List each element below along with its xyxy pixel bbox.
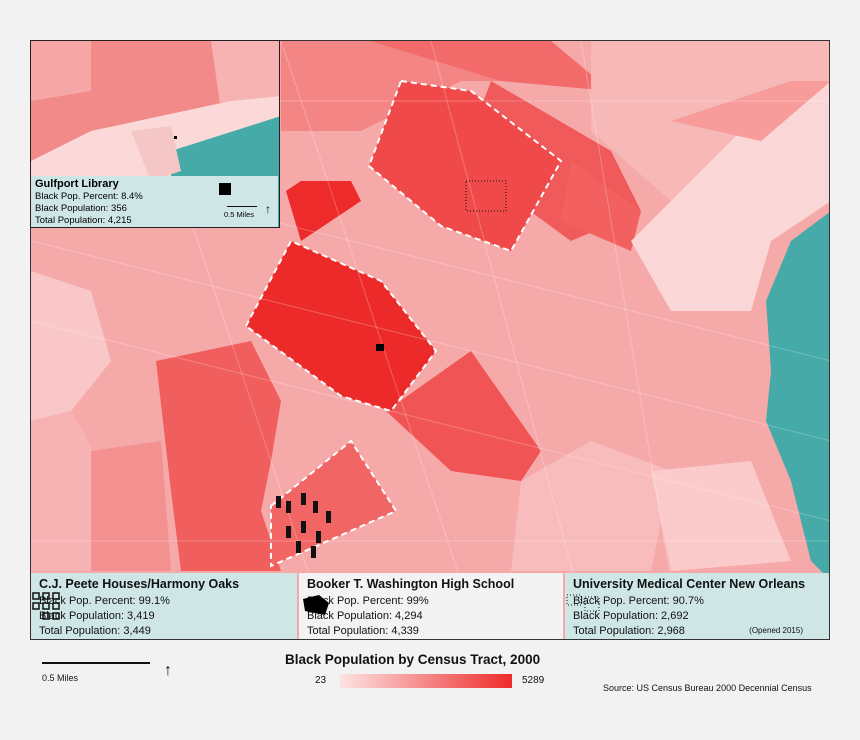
legend-color-ramp — [340, 674, 512, 688]
source-note: Source: US Census Bureau 2000 Decennial … — [603, 683, 812, 693]
inset-total-population: Total Population: 4,215 — [35, 215, 132, 226]
tract-se — [511, 441, 671, 571]
inset-scale-bar — [227, 206, 257, 207]
tract-west-3 — [91, 441, 171, 571]
site-total-population: Total Population: 4,339 — [307, 625, 419, 637]
tract-ne-2 — [561, 161, 641, 251]
site-black-population: Black Population: 2,692 — [573, 610, 689, 622]
tract-ne-mid — [671, 81, 829, 141]
tract-booker-t-washington — [244, 239, 438, 413]
cj-peete-building-icon — [32, 592, 60, 620]
tract-west-light — [31, 271, 111, 421]
site-black-population: Black Population: 4,294 — [307, 610, 423, 622]
tract-se-2 — [651, 461, 791, 571]
umc-building-icon — [566, 594, 600, 612]
inset-north-arrow-icon: ↑ — [265, 202, 271, 216]
site-total-population: Total Population: 3,449 — [39, 625, 151, 637]
site-panel-cj-peete: C.J. Peete Houses/Harmony Oaks Black Pop… — [31, 573, 297, 639]
tract-north-dark — [371, 41, 611, 91]
site-panel-booker-t-washington: Booker T. Washington High School Black P… — [299, 573, 563, 639]
inset-black-percent: Black Pop. Percent: 8.4% — [35, 191, 143, 202]
inset-title: Gulfport Library — [35, 178, 119, 190]
tract-umc — [367, 79, 563, 253]
umc-footprint — [465, 180, 507, 212]
site-total-population: Total Population: 2,968 — [573, 625, 685, 637]
cj-peete-footprint — [276, 493, 331, 558]
scale-label: 0.5 Miles — [42, 673, 79, 683]
booker-t-washington-marker — [376, 344, 384, 351]
site-title: Booker T. Washington High School — [307, 577, 515, 591]
inset-scale-label: 0.5 Miles — [224, 210, 255, 219]
tract-central-small — [286, 181, 361, 241]
site-title: University Medical Center New Orleans — [573, 577, 806, 591]
gulfport-library-building-icon — [219, 183, 231, 195]
site-black-percent: Black Pop. Percent: 90.7% — [573, 595, 704, 607]
gulfport-inset-map: Gulfport Library Black Pop. Percent: 8.4… — [30, 40, 280, 228]
tract-east-light — [631, 82, 829, 311]
site-black-population: Black Population: 3,419 — [39, 610, 155, 622]
inset-black-population: Black Population: 356 — [35, 203, 127, 214]
tract-center-east — [386, 351, 541, 481]
legend-title: Black Population by Census Tract, 2000 — [285, 652, 541, 667]
river-water — [766, 212, 829, 579]
site-title: C.J. Peete Houses/Harmony Oaks — [39, 577, 240, 591]
tract-cj-peete — [270, 439, 398, 568]
tract-cj-west — [156, 341, 281, 571]
scale-bar — [42, 662, 150, 664]
north-arrow-icon: ↑ — [164, 662, 172, 679]
site-black-percent: Black Pop. Percent: 99.1% — [39, 595, 170, 607]
inset-info-panel: Gulfport Library Black Pop. Percent: 8.4… — [31, 176, 278, 227]
site-panel-umc: University Medical Center New Orleans Bl… — [565, 573, 829, 639]
booker-t-washington-building-icon — [303, 595, 329, 615]
site-black-percent: Black Pop. Percent: 99% — [307, 595, 429, 607]
legend-min-label: 23 — [315, 675, 327, 686]
umc-opened-note: (Opened 2015) — [749, 626, 803, 635]
legend-max-label: 5289 — [522, 675, 545, 686]
